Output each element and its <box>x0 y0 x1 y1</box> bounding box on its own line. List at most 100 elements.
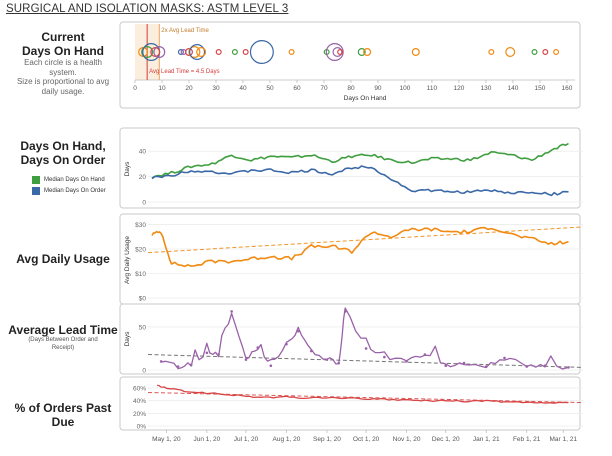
lead-time-point <box>405 360 408 363</box>
health-system-circle <box>288 48 295 55</box>
usage-trend-line <box>147 226 584 254</box>
date-axis-tick-label: Jan 1, 21 <box>473 436 500 443</box>
dod-x-tick-label: 70 <box>320 85 328 92</box>
dod-order-label: Days On Hand, Days On Order <box>4 139 122 167</box>
current-dod-title-2: Days On Hand <box>21 44 105 58</box>
date-axis-tick-label: Jun 1, 20 <box>193 436 220 443</box>
lead-time-point <box>217 353 220 356</box>
lead-time-point <box>525 365 528 368</box>
lead-time-point <box>423 353 427 356</box>
health-system-circle <box>177 48 184 55</box>
lead-time-point <box>309 349 313 353</box>
past-due-label: % of Orders Past Due <box>4 401 122 429</box>
health-system-circle <box>531 48 538 55</box>
dod-order-title-1: Days On Hand, <box>20 139 106 153</box>
lead-time-y-tick-label: 0 <box>142 368 146 375</box>
health-system-circle <box>184 47 193 56</box>
date-axis-tick-label: Oct 1, 20 <box>353 436 380 443</box>
lead-time-point <box>383 355 386 359</box>
date-axis-tick-label: Dec 1, 20 <box>432 436 460 443</box>
dod-order-y-axis-title: Days <box>124 161 131 177</box>
dod-x-tick-label: 80 <box>347 85 355 92</box>
date-axis-tick-label: Sep 1, 20 <box>313 436 341 443</box>
date-axis-tick-label: Feb 1, 21 <box>513 436 541 443</box>
lead-time-point <box>543 364 547 367</box>
lead-time-point <box>325 358 329 361</box>
usage-y-tick-label: $10 <box>135 271 146 278</box>
usage-frame <box>119 213 581 305</box>
legend-swatch-on-hand <box>32 175 40 184</box>
dashboard-title: SURGICAL AND ISOLATION MASKS: ASTM LEVEL… <box>6 3 289 15</box>
lead-time-note-2: Receipt) <box>51 344 75 351</box>
dod-x-tick-label: 110 <box>427 85 438 92</box>
date-axis-tick-label: Nov 1, 20 <box>393 436 421 443</box>
health-system-circle <box>242 48 249 55</box>
health-system-circle <box>553 48 560 55</box>
health-system-circle <box>189 43 206 60</box>
usage-series-a <box>151 226 569 268</box>
dod-order-y-tick-label: 20 <box>139 174 147 181</box>
lead-time-point <box>343 310 347 313</box>
health-system-circle <box>325 42 344 61</box>
current-dod-label: Current Days On Hand Each circle is a he… <box>4 30 122 96</box>
lead-time-point <box>503 356 506 360</box>
dod-x-tick-label: 40 <box>239 85 247 92</box>
dod-x-tick-label: 90 <box>374 85 382 92</box>
usage-y-axis-title: Avg Daily Usage <box>124 236 131 284</box>
lead-time-frame <box>119 303 581 375</box>
dod-x-tick-label: 50 <box>266 85 274 92</box>
health-system-circle <box>411 47 420 56</box>
legend-label-on-hand: Median Days On Hand <box>44 176 105 183</box>
dod-x-tick-label: 140 <box>507 85 518 92</box>
lead-time-y-axis-title: Days <box>124 331 131 347</box>
dod-x-tick-label: 100 <box>400 85 411 92</box>
health-system-circle <box>505 46 516 57</box>
dod-order-series-b <box>151 165 569 197</box>
dod-x-tick-label: 30 <box>212 85 220 92</box>
past-due-y-tick-label: 60% <box>133 386 146 393</box>
past-due-y-tick-label: 0% <box>137 424 147 431</box>
past-due-series-a <box>157 384 569 404</box>
dod-order-series-a <box>151 142 569 179</box>
current-dod-title-1: Current <box>41 30 85 44</box>
health-system-circle <box>488 48 495 55</box>
chart-legend: Median Days On Hand Median Days On Order <box>32 174 106 196</box>
panel-current-dod <box>119 21 581 109</box>
health-system-circle <box>249 39 274 64</box>
current-dod-note-3: Size is proportional to avg <box>16 77 110 86</box>
lead-time-series-a <box>160 307 569 370</box>
lead-time-point <box>444 364 448 367</box>
usage-y-tick-label: $0 <box>139 296 147 303</box>
lead-time-title: Average Lead Time <box>8 323 118 337</box>
dod-x-tick-label: 120 <box>453 85 464 92</box>
dod-x-tick-label: 160 <box>561 85 572 92</box>
lead-time-point <box>269 364 273 367</box>
current-dod-note-2: system. <box>49 67 77 77</box>
health-system-circle <box>188 45 201 58</box>
lead-time-point <box>484 365 488 368</box>
lead-time-label: Average Lead Time (Days Between Order an… <box>4 323 122 352</box>
legend-item-on-order[interactable]: Median Days On Order <box>32 185 106 196</box>
health-system-circle <box>363 47 372 56</box>
date-axis-tick-label: Mar 1, 21 <box>550 436 578 443</box>
avg-lead-time-label: Avg Lead Time = 4.5 Days <box>149 69 219 75</box>
dod-x-tick-label: 150 <box>534 85 545 92</box>
date-axis-tick-label: Aug 1, 20 <box>273 436 301 443</box>
legend-item-on-hand[interactable]: Median Days On Hand <box>32 174 106 185</box>
lead-time-point <box>462 361 466 365</box>
health-system-circle <box>542 48 549 55</box>
lead-time-trend-line <box>147 354 584 368</box>
dod-x-tick-label: 130 <box>480 85 491 92</box>
date-axis-tick-label: May 1, 20 <box>152 436 181 443</box>
health-system-circle <box>231 48 238 55</box>
dod-x-tick-label: 60 <box>293 85 301 92</box>
usage-y-tick-label: $20 <box>135 246 146 253</box>
health-system-circle <box>215 48 222 55</box>
health-system-circle <box>357 47 366 56</box>
lead-time-point <box>296 329 300 333</box>
usage-label: Avg Daily Usage <box>4 252 122 266</box>
usage-y-tick-label: $30 <box>135 222 146 229</box>
lead-time-point <box>567 366 570 369</box>
lead-time-point <box>244 358 248 361</box>
dod-x-tick-label: 20 <box>185 85 193 92</box>
